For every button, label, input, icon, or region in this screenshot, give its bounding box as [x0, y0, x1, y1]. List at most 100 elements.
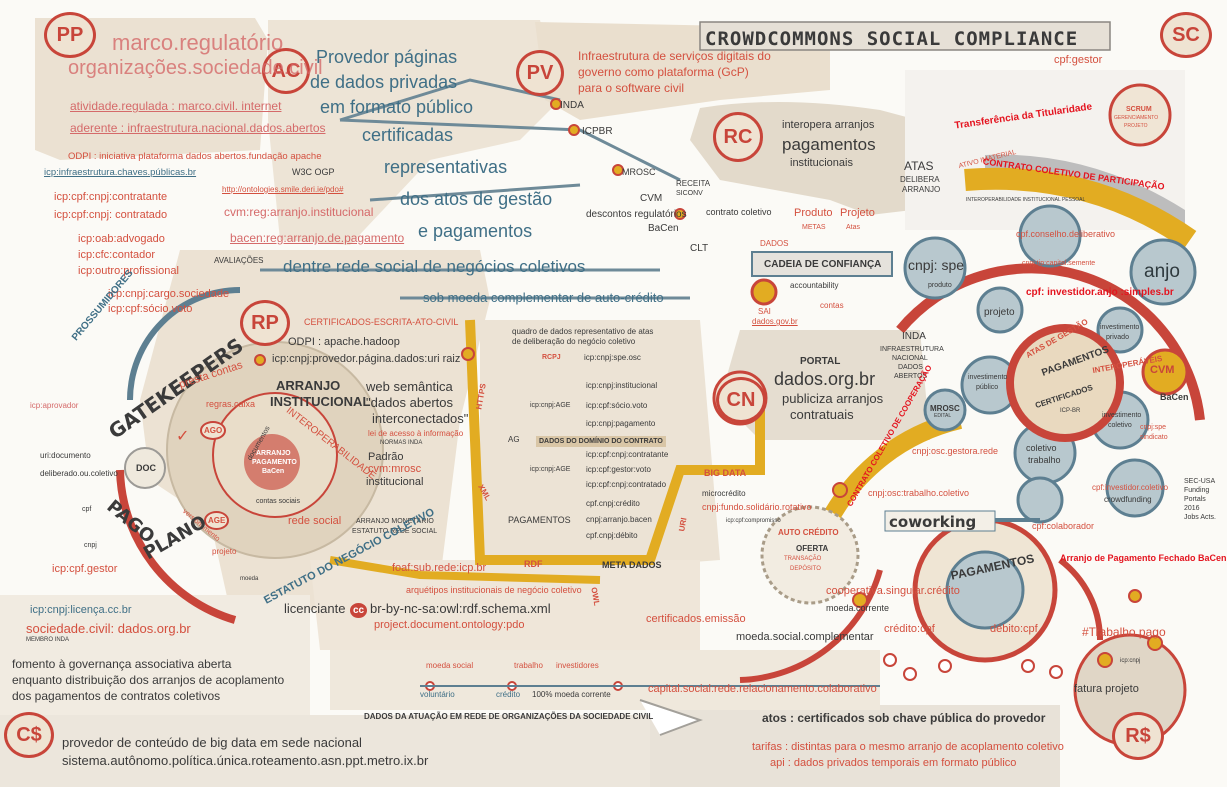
bottom-trabalho: trabalho — [514, 661, 543, 670]
rp-doc: DOC — [136, 463, 156, 473]
sc-secusa-3: Portals — [1184, 496, 1206, 503]
sc-fatura: fatura projeto — [1074, 683, 1139, 695]
sc-anjo: anjo — [1144, 261, 1180, 282]
badge-pv: PV — [516, 50, 564, 96]
sc-sindicato: sindicato — [1140, 434, 1168, 441]
rp-provedor: icp:cnpj:provedor.página.dados:uri raiz — [272, 353, 461, 365]
center-foaf: foaf:sub.rede:icp.br — [392, 562, 487, 574]
rc-sai: SAI — [758, 307, 771, 316]
rc-atas2: Atas — [846, 224, 861, 231]
center-icpcnpjspe: icp:cnpj:spe.osc — [584, 353, 641, 362]
sc-inv-privado-2: privado — [1106, 334, 1129, 341]
sc-scrum1: SCRUM — [1126, 106, 1152, 113]
center-dominio: DADOS DO DOMÍNIO DO CONTRATO — [536, 436, 666, 447]
rc-contas: contas — [820, 301, 844, 310]
sc-scrum2: GERENCIAMENTO — [1114, 115, 1159, 121]
pv-line1: Infraestrutura de serviços digitais do — [578, 49, 771, 63]
rp-web1: web semântica — [366, 379, 453, 394]
cn-infra3: DADOS — [898, 364, 923, 371]
pv-mrosc: MROSC — [622, 167, 656, 177]
rp-center2: PAGAMENTO — [252, 459, 297, 466]
sc-cvm: CVM — [1150, 364, 1175, 376]
center-quadro2: de deliberação do negócio coletivo — [512, 337, 636, 346]
rc-delibera: DELIBERA — [900, 175, 940, 184]
cn-infra1: INFRAESTRUTURA — [880, 346, 944, 353]
bottom-credito: crédito — [496, 690, 521, 699]
rp-web2: "dados abertos — [366, 395, 454, 410]
pp-line4: aderente : infraestrutura.nacional.dados… — [70, 121, 326, 135]
ac-panel — [268, 20, 560, 245]
sc-cnpjspe2: cnpj:spe — [1140, 424, 1167, 431]
ac-line1: Provedor páginas — [316, 47, 458, 67]
cn-inda: INDA — [902, 331, 926, 342]
center-moedasocial: moeda.social.complementar — [736, 631, 874, 643]
center-rcpj: RCPJ — [542, 354, 561, 361]
center-ccbr: br-by-nc-sa:owl:rdf.schema.xml — [370, 601, 551, 616]
pp-panel — [35, 18, 268, 160]
rp-rede: rede social — [288, 515, 342, 527]
rp-moeda: moeda — [240, 576, 259, 582]
pp-line1: marco.regulatório — [112, 30, 284, 55]
rp-normas: NORMAS INDA — [380, 440, 423, 446]
sc-secusa-5: Jobs Acts. — [1184, 514, 1216, 521]
sc-secusa-1: SEC-USA — [1184, 478, 1216, 485]
rc-line2: pagamentos — [782, 135, 876, 154]
rp-odpi: ODPI : apache.hadoop — [288, 336, 400, 348]
center-age2-item-0: icp:cpf:cnpj:contratante — [586, 450, 669, 459]
rc-atas: ATAS — [904, 159, 934, 173]
pv-icpbr: ICPBR — [582, 126, 613, 137]
rp-center1: ARRANJO — [256, 450, 291, 457]
cn-infra4: ABERTOS — [894, 373, 928, 380]
ac-cvm: cvm:reg:arranjo.institucional — [224, 205, 374, 219]
center-transacao: TRANSAÇÃO — [784, 556, 822, 562]
cn-panel — [720, 330, 930, 440]
pp-line5: ODPI : iniciativa plataforma dados abert… — [68, 151, 322, 162]
rc-dados: DADOS — [760, 239, 789, 248]
sc-capital: cnpj:tip:capital.semente — [1022, 260, 1096, 267]
sc-interop: INTEROPERABILIDADE INSTITUCIONAL PESSOAL — [966, 197, 1086, 203]
center-fundo: cnpj:fundo.solidário.rotativo — [702, 502, 812, 512]
rp-arranjo: ARRANJO — [276, 378, 341, 393]
left-membro: MEMBRO INDA — [26, 637, 70, 643]
rp-regras: regras.caixa — [206, 399, 256, 409]
sc-projeto: projeto — [984, 307, 1015, 318]
center-pag-item-1: cnpj:arranjo.bacen — [586, 515, 652, 524]
diagram-title: CROWDCOMMONS SOCIAL COMPLIANCE — [705, 28, 1079, 50]
sc-secusa-2: Funding — [1184, 487, 1210, 494]
badge-ac: AC — [262, 48, 310, 94]
sc-credito: crédito:cpf — [884, 623, 935, 635]
sc-bacen: BaCen — [1160, 392, 1189, 402]
rp-web3: interconectados" — [372, 411, 469, 426]
ac-line4: certificadas — [362, 125, 454, 145]
title-banner — [699, 21, 1111, 51]
badge-sc: SC — [1160, 12, 1212, 58]
left-deliberado: deliberado.ou.coletivo — [40, 469, 118, 478]
fomento-line2: enquanto distribuição dos arranjos de ac… — [12, 673, 285, 687]
ac-line7: e pagamentos — [418, 221, 533, 241]
sc-secusa-4: 2016 — [1184, 505, 1200, 512]
badge-rc: RC — [713, 112, 763, 162]
bottom-voluntario: voluntário — [420, 690, 455, 699]
center-meta: META DADOS — [602, 560, 662, 570]
left-uri: uri:documento — [40, 451, 91, 460]
pv-line2: governo como plataforma (GcP) — [578, 65, 749, 79]
center-licenciante: licenciante — [284, 601, 346, 616]
center-rdf: RDF — [524, 559, 543, 569]
left-item-1: icp:cpf:cnpj: contratado — [54, 209, 168, 221]
fomento-line1: fomento à governança associativa aberta — [12, 657, 232, 671]
center-pdo: project.document.ontology:pdo — [374, 619, 525, 631]
center-microcredito: microcrédito — [702, 489, 746, 498]
ac-line5: representativas — [384, 157, 508, 177]
cs-line2: sistema.autônomo.política.única.roteamen… — [62, 753, 429, 768]
center-certificados: certificados.emissão — [646, 613, 746, 625]
bottom-capital: capital.social:rede.relacionamento.colab… — [648, 683, 877, 695]
sc-inv-col-1: investimento — [1102, 412, 1142, 419]
center-cc: cc — [350, 603, 368, 618]
pv-line3: para o software civil — [578, 81, 685, 95]
left-item-0: icp:cpf:cnpj:contratante — [54, 191, 168, 203]
center-age-item-2: icp:cnpj:pagamento — [586, 419, 656, 428]
center-arquetipos: arquétipos institucionais de negócio col… — [406, 585, 582, 595]
rp-cvmmrosc: cvm:mrosc — [368, 463, 422, 475]
center-age-item-0: icp:cnpj:institucional — [586, 381, 658, 390]
